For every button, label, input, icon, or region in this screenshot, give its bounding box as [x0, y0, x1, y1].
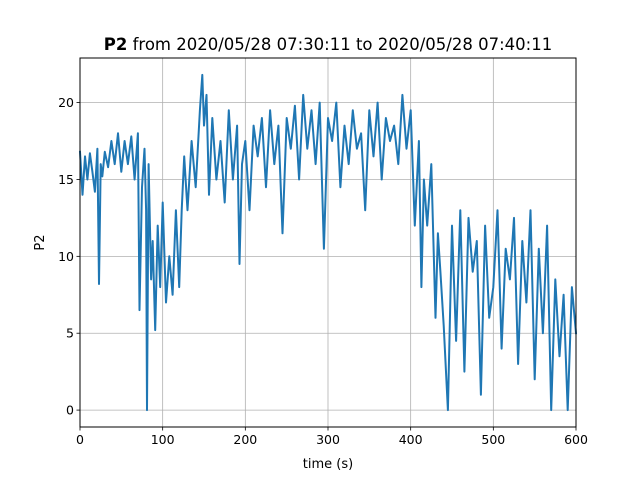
- y-tick-label: 0: [66, 403, 74, 418]
- x-axis: 0 100 200 300 400 500 600: [76, 427, 588, 447]
- x-tick-label: 300: [316, 432, 340, 447]
- y-tick-label: 5: [66, 326, 74, 341]
- series-line-0: [78, 73, 578, 412]
- y-tick-label: 15: [58, 172, 74, 187]
- x-tick-label: 500: [481, 432, 505, 447]
- y-axis-label: P2: [33, 234, 48, 250]
- x-tick-label: 200: [233, 432, 257, 447]
- x-axis-label: time (s): [303, 457, 353, 472]
- x-tick-label: 100: [151, 432, 175, 447]
- chart-title-bold: P2: [104, 35, 128, 54]
- y-axis: 0 5 10 15 20: [58, 95, 80, 418]
- chart-title: P2 from 2020/05/28 07:30:11 to 2020/05/2…: [104, 35, 552, 54]
- x-tick-label: 0: [76, 432, 84, 447]
- y-tick-label: 10: [58, 249, 74, 264]
- x-tick-label: 400: [399, 432, 423, 447]
- series-layer: [78, 73, 578, 412]
- y-tick-label: 20: [58, 95, 74, 110]
- chart-title-rest: from 2020/05/28 07:30:11 to 2020/05/28 0…: [127, 35, 552, 54]
- x-tick-label: 600: [564, 432, 588, 447]
